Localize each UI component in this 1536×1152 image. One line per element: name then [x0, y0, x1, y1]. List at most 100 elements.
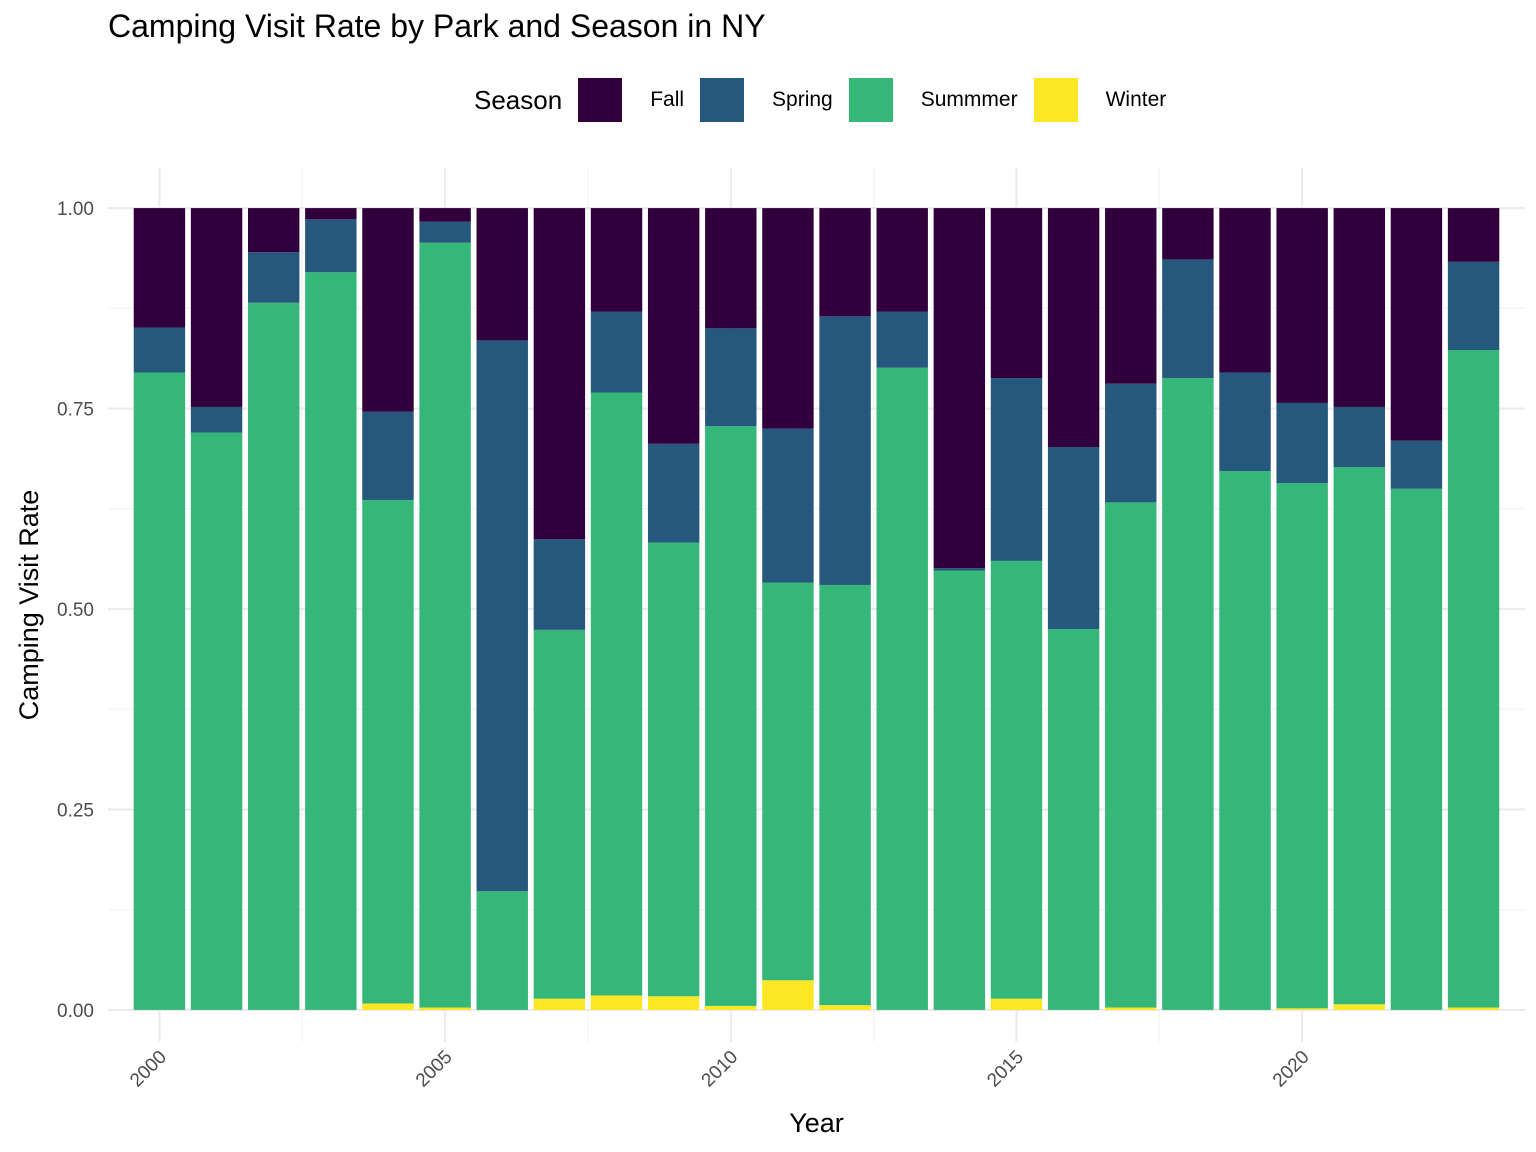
legend-label-fall: Fall — [650, 88, 685, 111]
bar-segment-spring-2003 — [305, 219, 357, 273]
bar-segment-fall-2005 — [419, 208, 471, 222]
bar-segment-fall-2013 — [876, 208, 928, 312]
bar-segment-fall-2000 — [133, 208, 186, 328]
bar-segment-summmer-2004 — [362, 499, 414, 1004]
bar-segment-winter-2011 — [762, 980, 814, 1010]
y-axis-title: Camping Visit Rate — [14, 490, 44, 721]
bar-segment-fall-2010 — [705, 208, 757, 329]
bar-segment-fall-2011 — [762, 208, 814, 429]
legend-item-spring: Spring — [700, 78, 833, 122]
y-tick-label: 0.50 — [57, 600, 94, 621]
bar-segment-fall-2023 — [1447, 208, 1500, 262]
bar-segment-summmer-2005 — [419, 242, 471, 1008]
bar-segment-spring-2004 — [362, 411, 414, 500]
bar-segment-fall-2017 — [1105, 208, 1157, 384]
chart-title: Camping Visit Rate by Park and Season in… — [108, 8, 766, 44]
legend-item-winter: Winter — [1033, 78, 1167, 122]
bar-segment-spring-2006 — [476, 340, 528, 892]
bar-segment-summmer-2019 — [1219, 471, 1271, 1010]
bar-segment-summmer-2007 — [533, 629, 586, 999]
bar-segment-winter-2017 — [1105, 1007, 1157, 1010]
bar-segment-spring-2017 — [1105, 383, 1157, 503]
bar-segment-winter-2021 — [1333, 1004, 1386, 1010]
x-tick-label: 2010 — [698, 1047, 743, 1092]
bar-segment-winter-2004 — [362, 1003, 414, 1010]
bar-segment-summmer-2006 — [476, 891, 528, 1010]
bar-segment-summmer-2021 — [1333, 467, 1386, 1005]
x-tick-label: 2000 — [126, 1047, 171, 1092]
bar-segment-summmer-2008 — [590, 392, 643, 996]
x-tick-label: 2015 — [983, 1047, 1028, 1092]
bar-segment-summmer-2002 — [247, 302, 300, 1010]
bar-segment-fall-2020 — [1276, 208, 1328, 403]
bar-segment-spring-2022 — [1390, 440, 1443, 489]
bar-segment-fall-2009 — [647, 208, 700, 444]
bar-segment-fall-2008 — [590, 208, 643, 312]
x-tick-label: 2005 — [412, 1047, 457, 1092]
bar-segment-spring-2021 — [1333, 406, 1386, 468]
bar-segment-spring-2020 — [1276, 402, 1328, 484]
bar-segment-fall-2019 — [1219, 208, 1271, 373]
bar-segment-summmer-2003 — [305, 272, 357, 1010]
bar-segment-summmer-2020 — [1276, 483, 1328, 1009]
bar-segment-summmer-2013 — [876, 367, 928, 1010]
bar-segment-spring-2000 — [133, 327, 186, 373]
bar-segment-fall-2022 — [1390, 208, 1443, 441]
bar-segment-summmer-2009 — [647, 542, 700, 997]
bar-segment-winter-2023 — [1447, 1007, 1500, 1010]
bar-segment-summmer-2000 — [133, 372, 186, 1010]
bar-segment-winter-2012 — [819, 1005, 871, 1010]
bar-segment-winter-2010 — [705, 1005, 757, 1010]
bar-segment-winter-2008 — [590, 995, 643, 1010]
bar-segment-spring-2011 — [762, 428, 814, 583]
bar-segment-winter-2020 — [1276, 1008, 1328, 1010]
legend-swatch-summer — [848, 78, 893, 122]
bar-segment-spring-2019 — [1219, 372, 1271, 472]
bar-segment-spring-2023 — [1447, 261, 1500, 351]
bar-segment-spring-2007 — [533, 539, 586, 630]
y-tick-label: 0.75 — [57, 400, 94, 421]
bar-segment-summmer-2012 — [819, 584, 871, 1006]
bar-segment-summmer-2014 — [933, 570, 986, 1010]
legend-item-fall: Fall — [578, 78, 684, 122]
bar-segment-spring-2015 — [990, 378, 1043, 561]
bar-segment-spring-2001 — [190, 406, 243, 433]
bar-segment-summmer-2015 — [990, 560, 1043, 999]
x-tick-label: 2020 — [1269, 1047, 1314, 1092]
bar-segment-summmer-2016 — [1047, 629, 1100, 1010]
bar-segment-fall-2015 — [990, 208, 1043, 379]
bar-segment-winter-2007 — [533, 998, 586, 1010]
y-tick-label: 1.00 — [57, 199, 94, 220]
y-tick-label: 0.25 — [57, 800, 94, 821]
legend-swatch-winter — [1033, 78, 1078, 122]
legend-label-spring: Spring — [772, 88, 833, 111]
bar-segment-spring-2018 — [1162, 259, 1214, 379]
bar-segment-spring-2008 — [590, 311, 643, 393]
bar-segment-summmer-2022 — [1390, 488, 1443, 1010]
bar-segment-summmer-2001 — [190, 432, 243, 1010]
legend-title: Season — [474, 84, 563, 115]
bar-segment-fall-2006 — [476, 208, 528, 341]
legend-label-summer: Summmer — [920, 88, 1018, 111]
bar-segment-spring-2016 — [1047, 447, 1100, 630]
bar-segment-fall-2016 — [1047, 208, 1100, 448]
legend-swatch-spring — [700, 78, 745, 122]
bar-segment-fall-2002 — [247, 208, 300, 253]
bar-segment-spring-2014 — [933, 568, 986, 571]
bar-segment-fall-2004 — [362, 208, 414, 412]
legend-label-winter: Winter — [1105, 88, 1167, 111]
legend-swatch-fall — [578, 78, 623, 122]
bar-segment-winter-2005 — [419, 1007, 471, 1010]
bar-segment-fall-2012 — [819, 208, 871, 317]
bar-segment-winter-2015 — [990, 998, 1043, 1010]
bar-segment-spring-2002 — [247, 252, 300, 303]
bar-segment-winter-2009 — [647, 996, 700, 1010]
legend: Season Fall Spring Summmer Winter — [474, 78, 1182, 122]
bar-segment-summmer-2010 — [705, 426, 757, 1006]
bar-segment-fall-2003 — [305, 208, 357, 220]
x-axis-title: Year — [789, 1108, 844, 1138]
bar-segment-spring-2013 — [876, 311, 928, 368]
bar-segment-fall-2001 — [190, 208, 243, 407]
legend-item-summer: Summmer — [848, 78, 1018, 122]
